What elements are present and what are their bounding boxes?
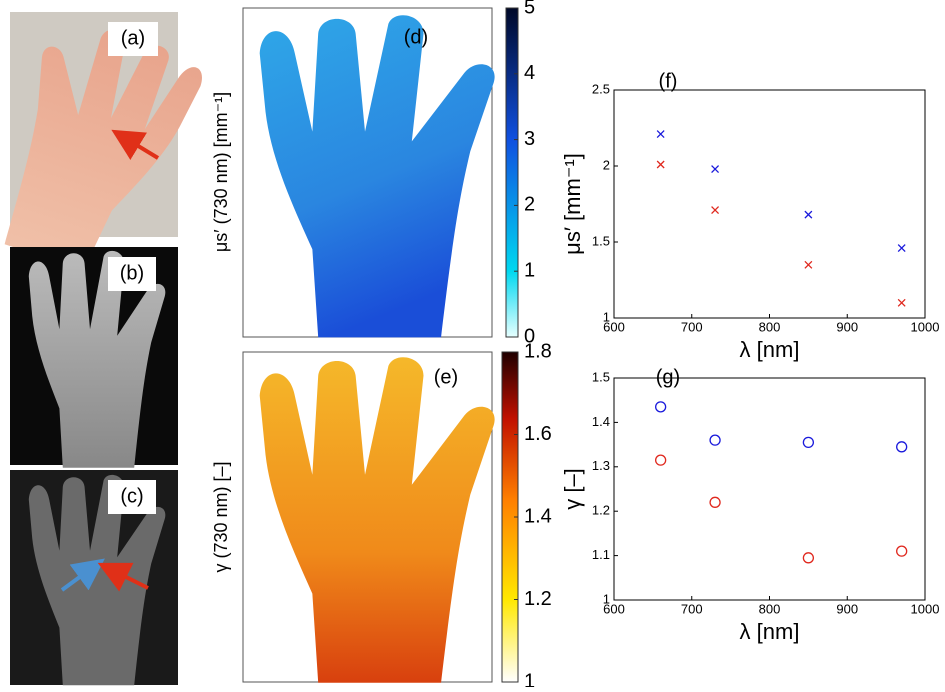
panel-label: (f) (659, 70, 678, 92)
point (711, 206, 720, 215)
colorbar (505, 7, 519, 338)
y-tick-label: 1.5 (592, 369, 610, 384)
y-tick-label: 1 (603, 309, 610, 324)
x-tick-label: 800 (759, 601, 781, 616)
colorbar-tick-label: 4 (524, 62, 535, 84)
point (896, 441, 908, 453)
panel-label: (e) (434, 366, 458, 388)
y-tick-label: 1 (603, 591, 610, 606)
x-axis-label: λ [nm] (740, 619, 800, 644)
panel-label: (d) (404, 26, 428, 48)
colorbar-tick-label: 1.2 (524, 588, 552, 610)
y-tick-label: 1.4 (592, 414, 610, 429)
y-tick-label: 2.5 (592, 81, 610, 96)
point (804, 260, 813, 269)
x-tick-label: 1000 (911, 319, 940, 334)
point (897, 244, 906, 253)
plot-area (613, 89, 926, 319)
y-axis-label: γ [–] (560, 468, 585, 510)
point (802, 436, 815, 449)
y-tick-label: 2 (603, 157, 610, 172)
panel-label: (a) (121, 27, 145, 49)
colorbar-tick-label: 1.4 (524, 505, 552, 527)
x-tick-label: 900 (836, 601, 858, 616)
colorbar-tick-label: 0 (524, 325, 535, 347)
photo-c: (c) (10, 470, 178, 686)
y-tick-label: 1.2 (592, 503, 610, 518)
map-e: (e) γ (730 nm) [–] (211, 351, 519, 683)
point (804, 210, 813, 219)
point (656, 160, 665, 169)
colorbar-tick-label: 2 (524, 194, 535, 216)
y-tick-label: 1.5 (592, 233, 610, 248)
x-tick-label: 700 (681, 319, 703, 334)
colorbar-tick-label: 1 (524, 670, 535, 687)
y-axis-label: γ (730 nm) [–] (211, 461, 231, 572)
map-d: (d) μs′ (730 nm) [mm⁻¹] (211, 7, 519, 338)
point (802, 552, 815, 564)
x-tick-label: 600 (603, 319, 625, 334)
photo-b: (b) (10, 247, 178, 468)
y-axis-label: μs′ [mm⁻¹] (560, 153, 585, 255)
colorbar-tick-label: 5 (524, 0, 535, 18)
panel-label: (c) (120, 485, 143, 507)
x-tick-label: 700 (681, 601, 703, 616)
x-axis-label: λ [nm] (740, 337, 800, 362)
photo-a: (a) (0, 10, 212, 283)
point (656, 130, 665, 139)
y-axis-label: μs′ (730 nm) [mm⁻¹] (211, 92, 231, 252)
colorbar-tick-label: 1.8 (524, 340, 552, 362)
point (709, 496, 721, 508)
x-tick-label: 1000 (911, 601, 940, 616)
colorbar-tick-label: 1.6 (524, 423, 552, 445)
colorbar-tick-label: 1 (524, 259, 535, 281)
panel-label: (g) (656, 366, 680, 388)
point (711, 165, 720, 173)
x-tick-label: 600 (603, 601, 625, 616)
x-tick-label: 900 (836, 319, 858, 334)
panel-label: (b) (120, 262, 144, 284)
colorbar-tick-label: 3 (524, 128, 535, 150)
point (897, 298, 906, 307)
point (655, 401, 667, 413)
y-tick-label: 1.3 (592, 458, 610, 473)
x-tick-label: 800 (759, 319, 781, 334)
y-tick-label: 1.1 (592, 547, 610, 562)
point (655, 454, 667, 466)
point (896, 545, 908, 557)
point (709, 434, 721, 446)
